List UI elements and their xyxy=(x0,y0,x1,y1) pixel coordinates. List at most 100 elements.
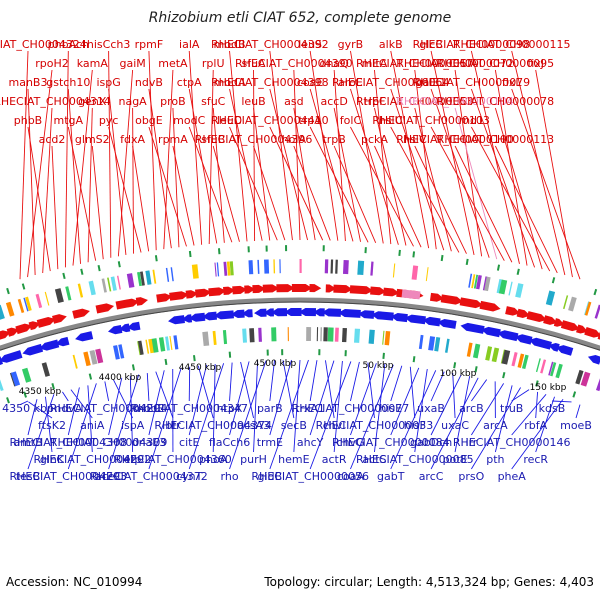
reverse-gene-label: RHECIAT_CH0000085 xyxy=(356,453,474,466)
label-leader xyxy=(293,359,301,453)
label-leader xyxy=(91,145,104,260)
forward-gene-label: sfuB xyxy=(201,133,225,146)
gene-arrow xyxy=(72,308,90,319)
label-leader xyxy=(19,50,29,280)
forward-gene-label: RHECIAT_CH0004390 xyxy=(235,57,353,70)
reverse-gene-label: pheA xyxy=(498,470,527,483)
feature-band xyxy=(107,277,112,292)
label-leader xyxy=(108,377,123,436)
gene-arrow xyxy=(370,286,387,296)
reverse-gene-label: RHECIAT_CH0000077 xyxy=(292,402,410,415)
forward-gene-label: pyc xyxy=(99,114,119,127)
gene-arrow xyxy=(276,284,295,293)
forward-gene-label: metA xyxy=(158,57,188,70)
label-leader xyxy=(72,69,93,266)
forward-gene-label: nagA xyxy=(118,95,147,108)
feature-band xyxy=(5,301,15,317)
gene-arrow xyxy=(230,309,245,319)
forward-gene-label: aroE xyxy=(338,76,363,89)
feature-band xyxy=(545,290,556,306)
feature-band xyxy=(145,270,152,285)
reverse-gene-label: recR xyxy=(523,453,548,466)
label-leader xyxy=(414,368,428,453)
rna-marker xyxy=(382,352,385,359)
label-leader xyxy=(67,383,97,470)
forward-gene-label: rpmF xyxy=(135,38,164,51)
feature-band xyxy=(65,286,72,301)
label-leader xyxy=(27,126,51,272)
genome-rings xyxy=(0,245,600,404)
reverse-rna-markers xyxy=(6,349,577,404)
rna-marker xyxy=(117,261,121,268)
label-leader xyxy=(269,359,292,436)
rna-marker xyxy=(593,288,598,296)
rna-marker xyxy=(453,362,457,369)
feature-band xyxy=(382,330,385,345)
gene-arrow xyxy=(505,306,521,316)
label-leader xyxy=(148,367,182,470)
feature-band xyxy=(354,328,361,343)
label-leader xyxy=(104,381,110,402)
feature-band xyxy=(116,275,121,290)
label-leader xyxy=(67,88,81,264)
label-leader xyxy=(87,385,93,453)
feature-band xyxy=(549,362,557,377)
label-leader xyxy=(414,145,467,254)
gene-arrow xyxy=(39,339,60,351)
forward-gene-label: alkB xyxy=(379,38,403,51)
feature-band xyxy=(0,304,5,320)
gene-arrow xyxy=(371,311,394,321)
label-leader xyxy=(430,374,462,436)
feature-band xyxy=(411,265,419,280)
gene-arrow xyxy=(156,293,173,303)
reverse-gene-label: RHECIAT_CH0004292 xyxy=(33,453,151,466)
feature-band xyxy=(148,338,155,354)
genome-backbone-edge xyxy=(0,301,600,351)
rna-marker xyxy=(80,268,84,275)
label-leader xyxy=(333,360,343,453)
feature-band xyxy=(226,261,231,276)
feature-band xyxy=(491,347,500,363)
reverse-feature-strip xyxy=(0,327,600,392)
gene-arrow xyxy=(325,284,337,293)
feature-band xyxy=(575,369,584,385)
rna-marker xyxy=(516,268,520,275)
label-leader xyxy=(470,88,536,268)
label-leader xyxy=(350,361,360,402)
gene-arrow xyxy=(429,292,445,302)
rna-marker xyxy=(188,250,192,258)
feature-band xyxy=(25,296,32,311)
forward-gene-label: galE1 xyxy=(416,76,447,89)
forward-gene-label: pckA xyxy=(361,133,388,146)
gene-arrow xyxy=(543,315,558,325)
feature-band xyxy=(10,371,21,387)
feature-band xyxy=(202,331,210,347)
feature-band xyxy=(594,304,600,319)
label-leader xyxy=(409,366,416,419)
label-leader xyxy=(374,69,392,245)
gene-arrow xyxy=(181,314,193,323)
feature-band xyxy=(496,279,503,294)
reverse-gene-label: gidB xyxy=(258,470,283,483)
reverse-gene-label: efp xyxy=(124,453,142,466)
label-leader xyxy=(374,363,386,453)
label-leader xyxy=(350,126,414,247)
feature-band xyxy=(173,335,179,350)
rna-marker xyxy=(465,258,469,266)
label-leader xyxy=(27,88,36,276)
label-leader xyxy=(269,126,324,241)
feature-band xyxy=(468,273,473,288)
forward-gene-label: fdxA xyxy=(120,133,145,146)
label-leader xyxy=(350,88,399,245)
forward-gene-label: gaiM xyxy=(119,57,145,70)
feature-band xyxy=(584,301,592,316)
reverse-gene-label: flaCch6 xyxy=(209,436,250,449)
gene-arrow xyxy=(271,308,288,317)
feature-band xyxy=(484,276,491,292)
label-leader xyxy=(148,50,157,251)
reverse-strand-genes xyxy=(0,308,600,365)
feature-band xyxy=(428,336,436,351)
label-leader xyxy=(430,88,490,258)
gene-arrow xyxy=(115,298,140,310)
